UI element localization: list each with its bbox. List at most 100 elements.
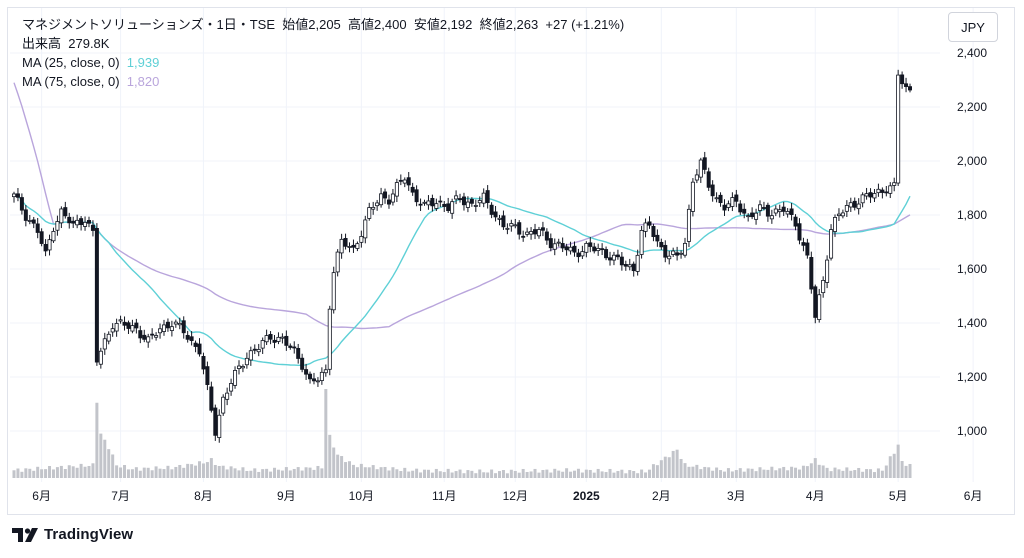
volume-bar xyxy=(83,466,87,478)
candle-body xyxy=(327,308,332,370)
volume-bar xyxy=(434,468,438,478)
volume-bar xyxy=(411,470,415,478)
volume-bar xyxy=(778,468,782,478)
volume-bar xyxy=(679,458,683,478)
volume-bar xyxy=(399,471,403,478)
volume-bar xyxy=(908,463,912,478)
volume-bar xyxy=(312,469,316,478)
candle-body xyxy=(213,407,218,436)
volume-bar xyxy=(186,463,190,478)
candle-body xyxy=(698,159,703,178)
volume-bar xyxy=(36,466,40,478)
volume-bar xyxy=(87,465,91,478)
y-tick-label: 1,000 xyxy=(957,424,987,438)
currency-button[interactable]: JPY xyxy=(948,12,998,42)
volume-bar xyxy=(655,465,659,478)
volume-bar xyxy=(695,464,699,478)
volume-bar xyxy=(296,467,300,478)
volume-bar xyxy=(154,466,158,478)
candle-body xyxy=(552,243,557,250)
x-tick-label: 8月 xyxy=(194,489,213,503)
tradingview-brand[interactable]: TradingView xyxy=(12,526,133,543)
candle-body xyxy=(600,248,605,251)
legend-volume-row[interactable]: 出来高 279.8K xyxy=(22,34,624,53)
volume-bar xyxy=(624,473,628,478)
volume-bar xyxy=(91,463,95,478)
volume-bar xyxy=(478,469,482,478)
volume-bar xyxy=(332,447,336,478)
candle-body xyxy=(525,231,530,235)
candle-body xyxy=(83,221,88,227)
candle-body xyxy=(533,229,538,235)
x-tick-label: 4月 xyxy=(806,489,825,503)
volume-bar xyxy=(699,469,703,478)
volume-bar xyxy=(576,468,580,478)
volume-bar xyxy=(375,469,379,478)
candle-body xyxy=(604,249,609,259)
candle-body xyxy=(683,242,688,256)
candle-body xyxy=(572,245,577,253)
candle-body xyxy=(39,231,44,244)
volume-bar xyxy=(604,472,608,478)
legend-ma75-row[interactable]: MA (75, close, 0) 1,820 xyxy=(22,72,624,91)
volume-bar xyxy=(876,468,880,478)
y-tick-label: 2,400 xyxy=(957,46,987,60)
volume-bar xyxy=(40,469,44,478)
candle-body xyxy=(323,369,328,374)
volume-bar xyxy=(715,467,719,478)
ma75-label: MA (75, close, 0) xyxy=(22,74,120,89)
volume-bar xyxy=(138,470,142,478)
volume-bar xyxy=(734,470,738,478)
candle-body xyxy=(461,196,466,206)
candle-body xyxy=(15,193,20,198)
volume-bar xyxy=(225,469,229,478)
volume-bar xyxy=(273,467,277,478)
candle-body xyxy=(801,242,806,246)
candle-body xyxy=(256,349,261,353)
volume-bar xyxy=(324,389,328,478)
candle-body xyxy=(817,294,822,321)
volume-bar xyxy=(249,470,253,478)
volume-bar xyxy=(107,449,111,478)
candle-body xyxy=(189,336,194,341)
candle-body xyxy=(446,203,451,211)
candle-body xyxy=(134,322,139,329)
volume-bar xyxy=(833,467,837,478)
candle-body xyxy=(304,369,309,375)
volume-bar xyxy=(813,458,817,478)
volume-bar xyxy=(596,468,600,478)
volume-bar xyxy=(549,472,553,478)
candle-body xyxy=(876,188,881,194)
volume-bar xyxy=(675,449,679,478)
volume-bar xyxy=(829,471,833,478)
symbol-title[interactable]: マネジメントソリューションズ・1日・TSE xyxy=(22,17,275,32)
volume-bar xyxy=(821,465,825,478)
legend-ohlc-row: マネジメントソリューションズ・1日・TSE 始値2,205 高値2,400 安値… xyxy=(22,15,624,34)
candle-body xyxy=(813,286,818,318)
volume-bar xyxy=(126,469,130,478)
candle-body xyxy=(868,192,873,198)
candle-body xyxy=(158,328,163,334)
ma75-line xyxy=(13,82,911,330)
legend-ma25-row[interactable]: MA (25, close, 0) 1,939 xyxy=(22,53,624,72)
candle-body xyxy=(272,339,277,343)
volume-bar xyxy=(572,470,576,478)
volume-bar xyxy=(166,465,170,478)
candle-body xyxy=(481,192,486,204)
volume-bar xyxy=(257,471,261,478)
volume-bar xyxy=(671,450,675,478)
candle-body xyxy=(517,222,522,235)
volume-bar xyxy=(719,470,723,478)
legend: マネジメントソリューションズ・1日・TSE 始値2,205 高値2,400 安値… xyxy=(22,15,624,91)
volume-bar xyxy=(494,473,498,478)
candle-body xyxy=(430,197,435,207)
volume-bar xyxy=(742,471,746,478)
volume-bar xyxy=(588,469,592,478)
candle-body xyxy=(102,338,107,350)
change-value: +27 (+1.21%) xyxy=(545,17,625,32)
volume-bar xyxy=(470,470,474,478)
candle-body xyxy=(635,254,640,272)
candle-body xyxy=(489,204,494,215)
candle-body xyxy=(248,350,253,361)
